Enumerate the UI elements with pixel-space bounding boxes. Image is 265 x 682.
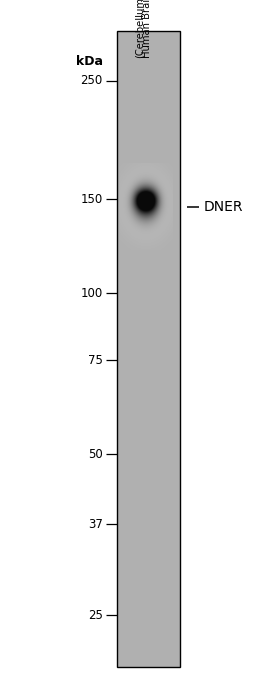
Text: 50: 50 xyxy=(88,448,103,461)
Text: Human Brain: Human Brain xyxy=(142,0,152,58)
Text: 25: 25 xyxy=(88,609,103,622)
Text: 150: 150 xyxy=(81,193,103,206)
Text: 75: 75 xyxy=(88,354,103,367)
Text: 37: 37 xyxy=(88,518,103,531)
Text: DNER: DNER xyxy=(204,200,244,214)
Text: 100: 100 xyxy=(81,287,103,300)
Text: 250: 250 xyxy=(81,74,103,87)
Bar xyxy=(117,31,180,667)
Text: kDa: kDa xyxy=(76,55,103,68)
Text: (Cerebellum): (Cerebellum) xyxy=(135,0,145,58)
